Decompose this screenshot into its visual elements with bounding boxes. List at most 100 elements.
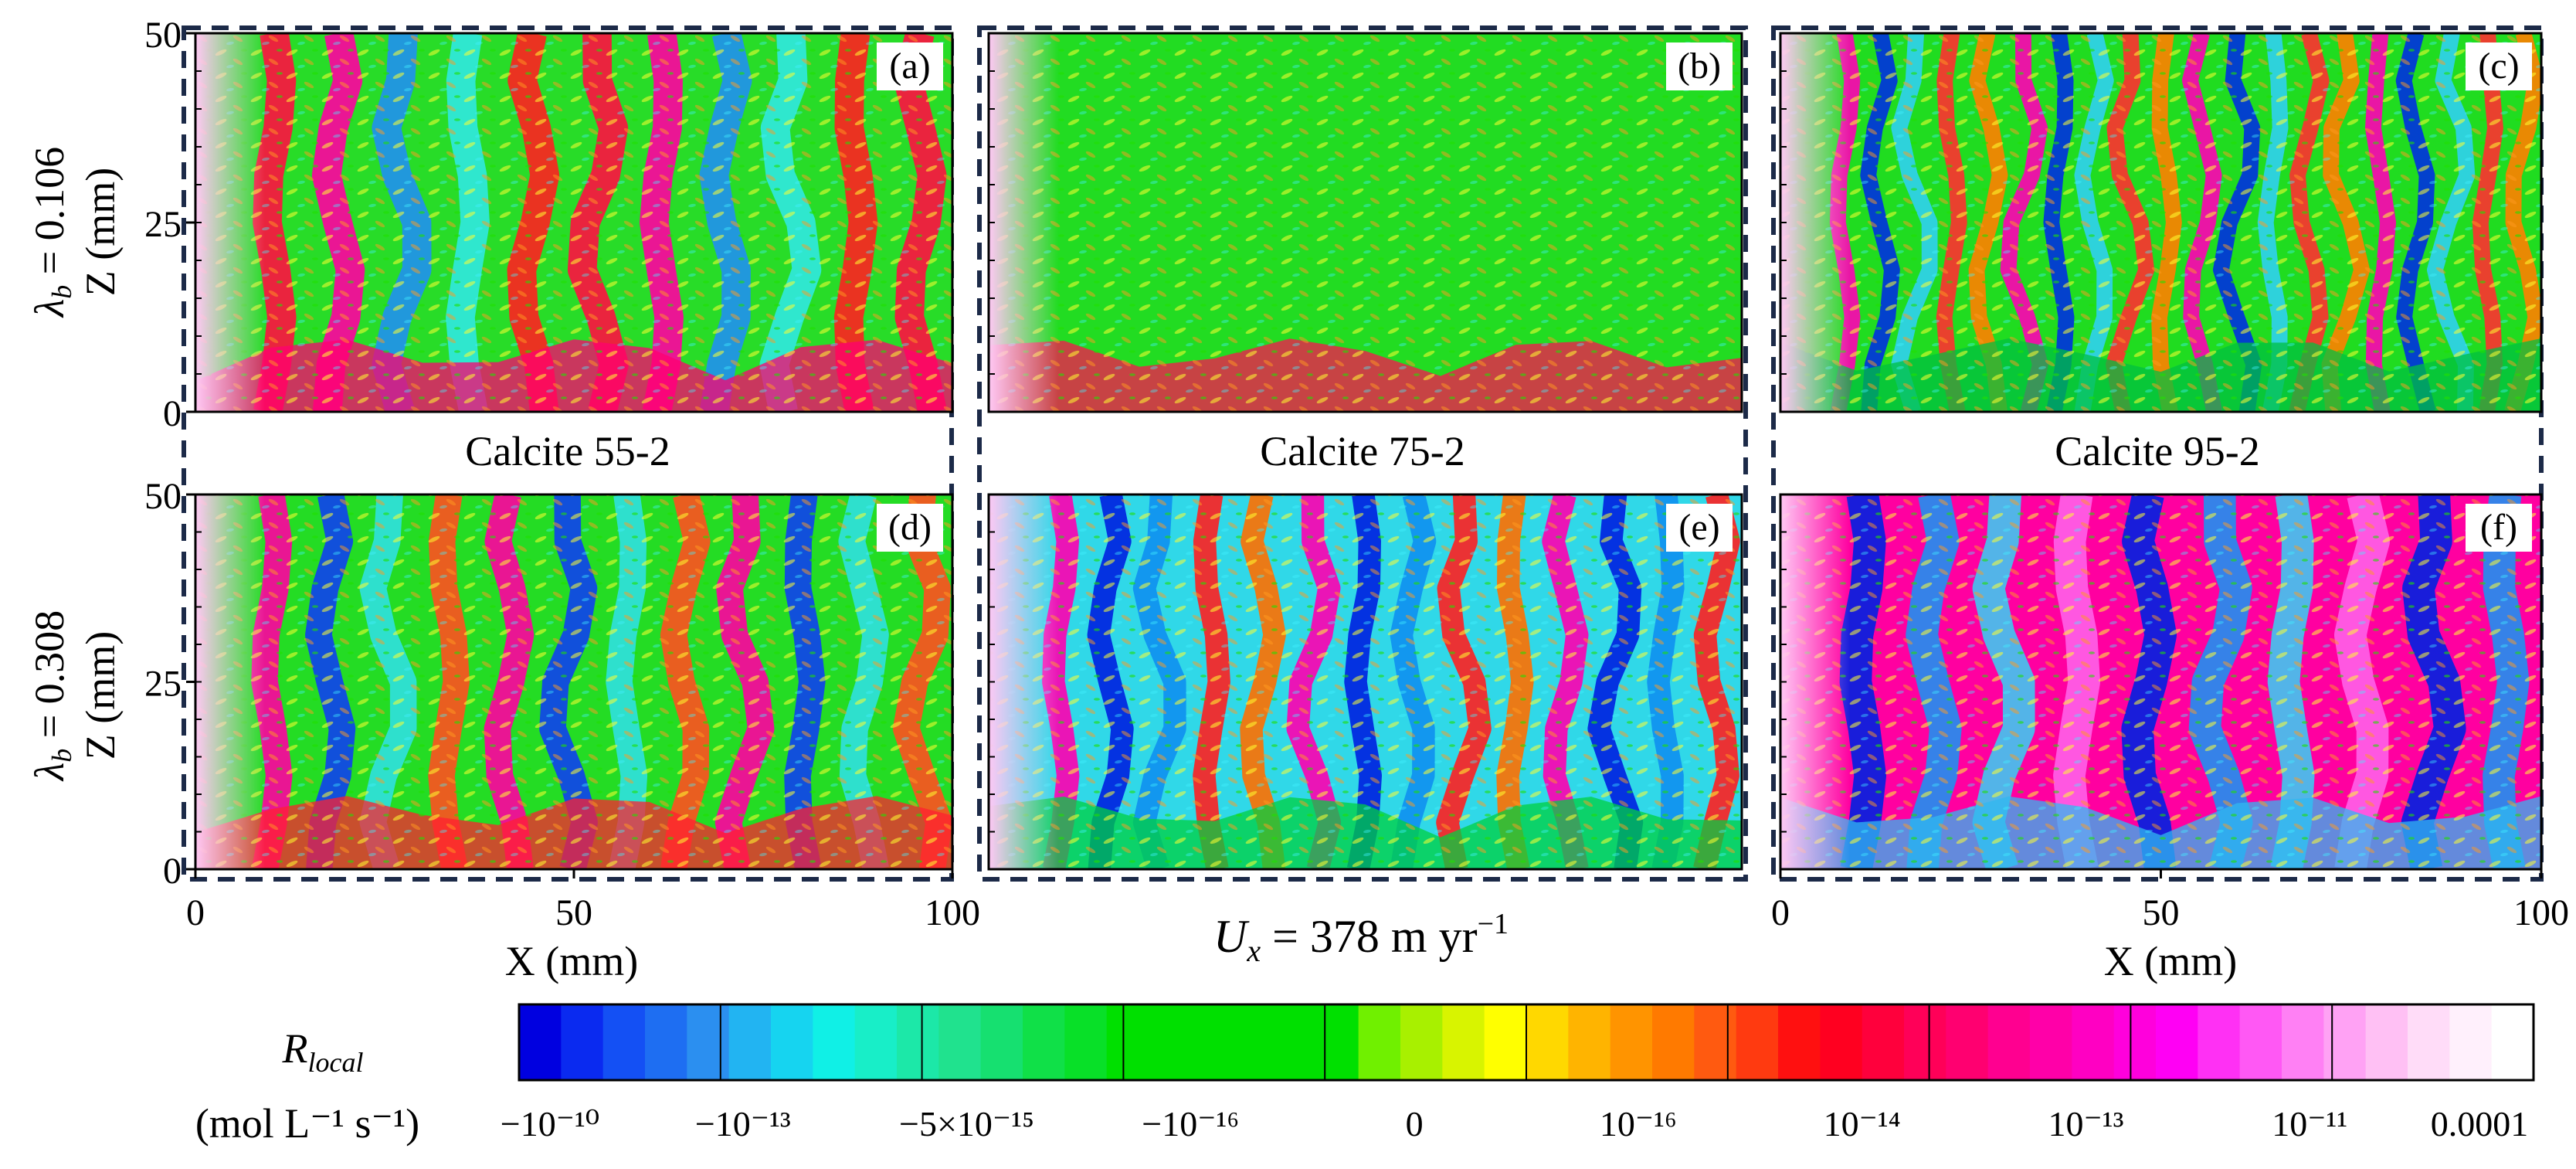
colorbar-swatch: [1023, 1004, 1065, 1080]
column-2-frame: [977, 25, 1748, 882]
colorbar-swatch: [2282, 1004, 2324, 1080]
panel-label-box: [877, 42, 943, 90]
heatmap-panel-1: (a): [194, 32, 954, 413]
speckle-texture: [195, 494, 952, 869]
colorbar-swatch: [1526, 1004, 1569, 1080]
colorbar-tick-label: 10⁻¹¹: [2272, 1104, 2347, 1144]
colorbar-swatch: [1358, 1004, 1401, 1080]
x-tick-label: 0: [186, 892, 205, 933]
colorbar-tick-label: −10⁻¹⁶: [1142, 1104, 1239, 1144]
colorbar-label: Rlocal: [282, 1025, 364, 1078]
colorbar-swatch: [1064, 1004, 1108, 1080]
row-label-2-value: = 0.308: [26, 610, 73, 749]
panel-label-d: (d): [888, 507, 932, 548]
column-1-frame: [182, 25, 954, 882]
row-label-1-value: = 0.106: [26, 147, 73, 285]
y-tick-label: 50: [144, 476, 182, 517]
panel-label-a: (a): [889, 46, 930, 87]
velocity-sub: x: [1246, 933, 1261, 968]
colorbar-tick-label: 0: [1406, 1104, 1424, 1144]
inlet-fade: [1780, 33, 1850, 412]
row-label-1: λb = 0.106: [26, 147, 77, 318]
heatmap-panel-3: (c): [1779, 32, 2543, 413]
colorbar-tick-label: 10⁻¹⁴: [1824, 1104, 1901, 1144]
colorbar-swatch: [2198, 1004, 2241, 1080]
colorbar-swatch: [2239, 1004, 2282, 1080]
inlet-fade: [1780, 494, 1850, 869]
column-title-2: Calcite 75-2: [1260, 428, 1464, 474]
panel-label-c: (c): [2478, 46, 2519, 87]
svg-text:λb = 0.308: λb = 0.308: [26, 610, 77, 782]
y-axis-label-bottom-text: Z (mm): [77, 631, 124, 760]
colorbar-swatch: [687, 1004, 730, 1080]
speckle-texture: [989, 33, 1742, 412]
colorbar-swatch: [1652, 1004, 1695, 1080]
colorbar-tick-label: −10⁻¹³: [695, 1104, 791, 1144]
x-axis-label-left: X (mm): [505, 938, 638, 984]
row-label-1-sub: b: [46, 285, 77, 299]
colorbar-swatch: [2156, 1004, 2198, 1080]
x-axis-label-right: X (mm): [2104, 938, 2237, 984]
colorbar-swatch: [2408, 1004, 2450, 1080]
row-label-2-sub: b: [46, 749, 77, 763]
colorbar-swatch: [2449, 1004, 2493, 1080]
colorbar-tick-label: −5×10⁻¹⁵: [899, 1104, 1034, 1144]
axes: 0 25 50 0 25 50 0 50 100 0 50 100: [144, 15, 2569, 933]
colorbar-swatch: [1694, 1004, 1737, 1080]
colorbar-swatch: [561, 1004, 604, 1080]
colorbar-tick-label: 10⁻¹³: [2048, 1104, 2124, 1144]
colorbar-swatch: [2072, 1004, 2115, 1080]
colorbar-swatch: [645, 1004, 687, 1080]
row-label-2-symbol: λ: [26, 763, 73, 782]
colorbar-swatch: [1778, 1004, 1821, 1080]
colorbar-tick-label: 0.0001: [2431, 1104, 2529, 1144]
colorbar-swatch: [519, 1004, 562, 1080]
y-axis-label-bottom: Z (mm): [77, 631, 124, 760]
velocity-sup: −1: [1478, 908, 1509, 940]
colorbar-border: [518, 1003, 2535, 1082]
colorbar-symbol: R: [282, 1025, 308, 1072]
colorbar-swatch: [2491, 1004, 2534, 1080]
colorbar-swatch: [1484, 1004, 1527, 1080]
velocity-symbol: U: [1213, 911, 1250, 962]
colorbar-swatch: [1400, 1004, 1443, 1080]
colorbar-swatch: [854, 1004, 898, 1080]
colorbar-tick-label: 10⁻¹⁶: [1600, 1104, 1677, 1144]
panel-group: (a) (b) (c) (d) (e) (f) 0 25 50 0 25 50 0 50 100 0 50 100: [144, 15, 2569, 933]
y-tick-label: 25: [144, 664, 182, 705]
colorbar-swatch: [1820, 1004, 1863, 1080]
speckle-texture: [195, 33, 952, 412]
x-tick-label: 50: [2143, 892, 2180, 933]
colorbar-swatch: [1274, 1004, 1317, 1080]
colorbar-swatch: [2323, 1004, 2367, 1080]
inlet-fade: [195, 33, 265, 412]
y-axis-label-top-text: Z (mm): [77, 168, 124, 296]
svg-text:λb = 0.106: λb = 0.106: [26, 147, 77, 318]
colorbar-swatch: [728, 1004, 772, 1080]
row-label-1-symbol: λ: [26, 299, 73, 318]
colorbar-swatch: [813, 1004, 856, 1080]
colorbar-swatch: [1610, 1004, 1653, 1080]
speckle-texture: [1780, 33, 2541, 412]
heatmap-panel-5: (e): [987, 493, 1743, 871]
inlet-fade: [195, 494, 265, 869]
colorbar-swatch: [1190, 1004, 1234, 1080]
colorbar-swatch: [1946, 1004, 1989, 1080]
panel-label-box: [877, 504, 943, 552]
colorbar-swatch: [1736, 1004, 1779, 1080]
inlet-fade: [989, 494, 1058, 869]
colorbar-swatch: [2030, 1004, 2072, 1080]
y-tick-label: 50: [144, 15, 182, 56]
y-tick-label: 25: [144, 204, 182, 245]
colorbar-swatch: [1568, 1004, 1611, 1080]
x-tick-label: 100: [2513, 892, 2569, 933]
velocity-value: = 378 m yr: [1261, 911, 1478, 962]
colorbar-swatch: [1442, 1004, 1485, 1080]
colorbar-sub: local: [308, 1047, 364, 1078]
colorbar-swatch: [1987, 1004, 2031, 1080]
panel-label-box: [1666, 504, 1733, 552]
colorbar-swatch: [1862, 1004, 1905, 1080]
colorbar-swatch: [771, 1004, 813, 1080]
y-tick-label: 0: [163, 393, 182, 434]
colorbar-swatch: [2113, 1004, 2157, 1080]
